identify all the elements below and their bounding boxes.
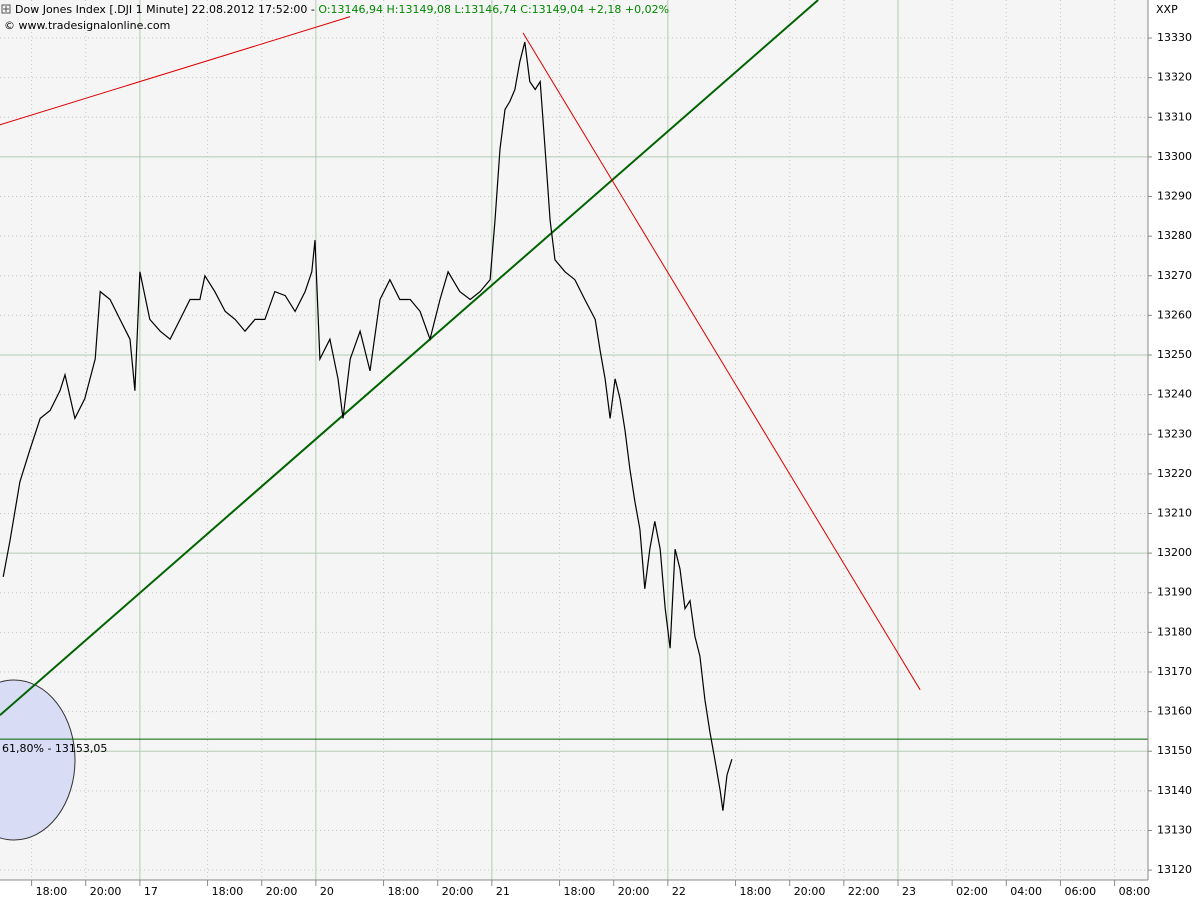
x-tick-label: 20:00 <box>266 885 298 898</box>
y-tick-label: 13280 <box>1157 229 1192 242</box>
y-tick-label: 13140 <box>1157 784 1192 797</box>
x-tick-label: 20:00 <box>90 885 122 898</box>
trend-line <box>522 32 921 691</box>
y-axis-area <box>1148 0 1200 900</box>
x-tick-label: 18:00 <box>564 885 596 898</box>
y-tick-label: 13300 <box>1157 150 1192 163</box>
x-tick-label: 04:00 <box>1010 885 1042 898</box>
y-tick-label: 13230 <box>1157 427 1192 440</box>
x-tick-label: 17 <box>144 885 158 898</box>
y-tick-label: 13190 <box>1157 586 1192 599</box>
y-tick-label: 13170 <box>1157 665 1192 678</box>
y-tick-label: 13180 <box>1157 625 1192 638</box>
x-tick-label: 23 <box>902 885 916 898</box>
y-tick-label: 13210 <box>1157 506 1192 519</box>
x-tick-label: 06:00 <box>1064 885 1096 898</box>
x-tick-label: 20:00 <box>618 885 650 898</box>
x-tick-label: 22 <box>672 885 686 898</box>
y-tick-label: 13150 <box>1157 744 1192 757</box>
y-tick-label: 13270 <box>1157 269 1192 282</box>
y-tick-label: 13260 <box>1157 308 1192 321</box>
y-tick-label: 13160 <box>1157 705 1192 718</box>
x-tick-label: 18:00 <box>388 885 420 898</box>
axes: 13120 13130 13140 13150 13160 13170 13180 13190… <box>31 31 1192 898</box>
y-tick-label: 13320 <box>1157 71 1192 84</box>
fib-arc <box>0 679 76 841</box>
x-tick-label: 20:00 <box>794 885 826 898</box>
header-icon <box>1 4 11 14</box>
x-tick-label: 20 <box>320 885 334 898</box>
icon-box <box>1 4 11 14</box>
y-tick-label: 13330 <box>1157 31 1192 44</box>
y-tick-label: 13310 <box>1157 110 1192 123</box>
y-tick-label: 13290 <box>1157 190 1192 203</box>
y-tick-label: 13130 <box>1157 823 1192 836</box>
x-tick-label: 20:00 <box>442 885 474 898</box>
source: © www.tradesignalonline.com <box>4 19 170 32</box>
y-tick-label: 13200 <box>1157 546 1192 559</box>
grid <box>0 0 1148 880</box>
trend-line <box>0 16 351 126</box>
x-tick-label: 18:00 <box>212 885 244 898</box>
x-tick-label: 21 <box>496 885 510 898</box>
x-tick-label: 22:00 <box>848 885 880 898</box>
y-tick-label: 13120 <box>1157 863 1192 876</box>
fib-label: 61,80% - 13153,05 <box>2 742 107 755</box>
title: Dow Jones Index [.DJI 1 Minute] 22.08.20… <box>15 3 315 16</box>
axis-label: XXP <box>1156 3 1178 16</box>
x-tick-label: 18:00 <box>36 885 68 898</box>
marks: 61,80% - 13153,05 <box>0 0 1148 811</box>
quote: O:13146,94 H:13149,08 L:13146,74 C:13149… <box>318 3 669 16</box>
price-line <box>2 41 733 811</box>
y-tick-label: 13220 <box>1157 467 1192 480</box>
x-tick-label: 02:00 <box>956 885 988 898</box>
x-tick-label: 08:00 <box>1119 885 1151 898</box>
chart-title: Dow Jones Index [.DJI 1 Minute] 22.08.20… <box>15 3 669 16</box>
plot-area <box>0 0 1148 880</box>
trend-line <box>0 0 819 716</box>
x-axis-area <box>0 880 1200 900</box>
y-tick-label: 13250 <box>1157 348 1192 361</box>
y-tick-label: 13240 <box>1157 388 1192 401</box>
x-tick-label: 18:00 <box>740 885 772 898</box>
